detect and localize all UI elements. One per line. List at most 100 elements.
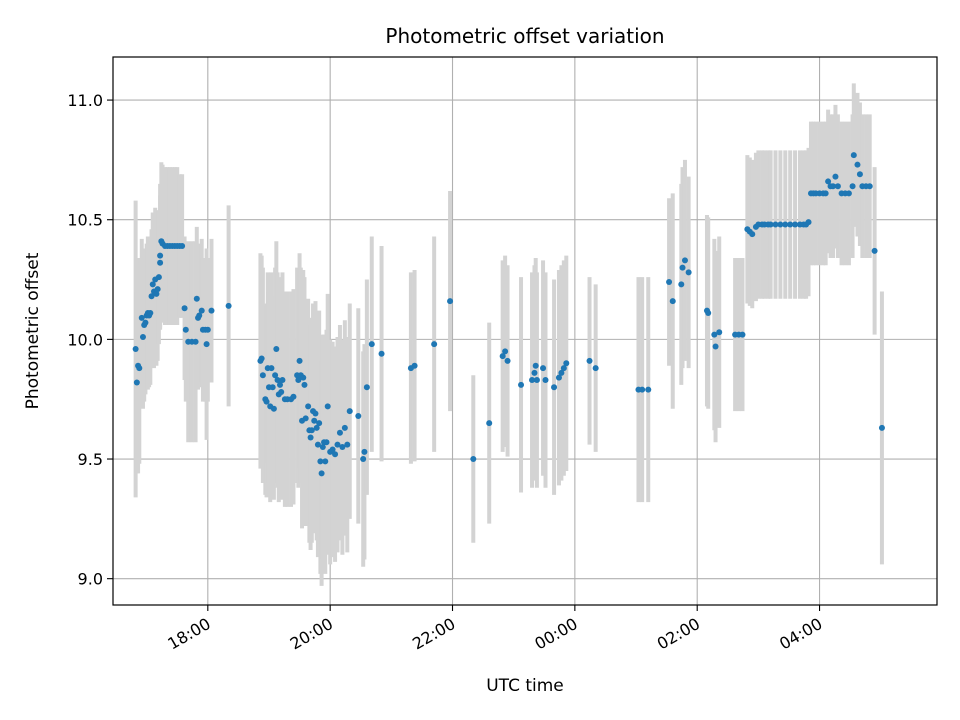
data-point: [269, 384, 276, 391]
data-point: [329, 446, 336, 453]
data-point: [540, 365, 547, 372]
data-point: [182, 326, 189, 333]
data-point: [273, 345, 280, 352]
data-point: [308, 427, 315, 434]
data-point: [139, 333, 146, 340]
data-point: [542, 377, 549, 384]
data-point: [712, 343, 719, 350]
data-point: [225, 302, 232, 309]
data-point: [361, 448, 368, 455]
data-point: [871, 247, 878, 254]
data-point: [259, 372, 266, 379]
chart-title: Photometric offset variation: [385, 24, 664, 48]
data-point: [502, 348, 509, 355]
data-point: [470, 456, 477, 463]
data-point: [311, 417, 318, 424]
data-point: [154, 286, 161, 293]
data-point: [360, 456, 367, 463]
data-point: [822, 190, 829, 197]
data-point: [866, 183, 873, 190]
data-point: [830, 183, 837, 190]
data-point: [332, 451, 339, 458]
data-point: [834, 183, 841, 190]
data-point: [339, 444, 346, 451]
data-point: [681, 257, 688, 264]
data-point: [324, 403, 331, 410]
data-point: [341, 424, 348, 431]
data-point: [258, 355, 265, 362]
data-point: [792, 221, 799, 228]
data-point: [307, 434, 314, 441]
data-point: [270, 405, 277, 412]
data-point: [639, 386, 646, 393]
plot-area-frame: [112, 56, 938, 606]
data-point: [272, 372, 279, 379]
data-point: [318, 470, 325, 477]
data-point: [279, 377, 286, 384]
data-point: [300, 374, 307, 381]
data-point: [850, 152, 857, 159]
data-point: [716, 329, 723, 336]
data-point: [278, 389, 285, 396]
y-axis-title: Photometric offset: [23, 252, 43, 409]
data-point: [316, 420, 323, 427]
data-point: [138, 314, 145, 321]
data-point: [586, 357, 593, 364]
data-point: [832, 173, 839, 180]
data-point: [504, 357, 511, 364]
data-point: [825, 178, 832, 185]
data-point: [133, 379, 140, 386]
data-point: [344, 441, 351, 448]
data-point: [856, 171, 863, 178]
data-point: [346, 408, 353, 415]
data-point: [669, 298, 676, 305]
data-point: [355, 412, 362, 419]
data-point: [447, 298, 454, 305]
data-point: [136, 365, 143, 372]
data-point: [142, 319, 149, 326]
data-point: [499, 353, 506, 360]
data-point: [179, 243, 186, 250]
data-point: [878, 424, 885, 431]
data-point: [739, 331, 746, 338]
data-point: [193, 295, 200, 302]
data-point: [486, 420, 493, 427]
data-point: [323, 439, 330, 446]
data-point: [592, 365, 599, 372]
data-point: [198, 307, 205, 314]
data-point: [277, 381, 284, 388]
data-point: [319, 444, 326, 451]
data-point: [558, 369, 565, 376]
data-point: [181, 305, 188, 312]
data-point: [274, 377, 281, 384]
data-point: [782, 221, 789, 228]
data-point: [268, 365, 275, 372]
data-point: [312, 410, 319, 417]
y-tick-label: 10.5: [67, 211, 103, 230]
y-tick-label: 9.5: [78, 450, 103, 469]
data-point: [678, 281, 685, 288]
data-point: [518, 381, 525, 388]
data-point: [645, 386, 652, 393]
data-point: [149, 281, 156, 288]
data-point: [685, 269, 692, 276]
data-point: [363, 384, 370, 391]
data-point: [666, 278, 673, 285]
data-point: [290, 393, 297, 400]
data-point: [302, 415, 309, 422]
data-point: [313, 424, 320, 431]
data-point: [208, 307, 215, 314]
data-point: [845, 190, 852, 197]
data-point: [560, 365, 567, 372]
data-point: [305, 403, 312, 410]
data-point: [204, 326, 211, 333]
data-points: [132, 152, 885, 477]
data-point: [431, 341, 438, 348]
data-point: [777, 221, 784, 228]
data-point: [805, 219, 812, 226]
y-axis-ticks: 9.0 9.5 10.0 10.5 11.0: [67, 91, 113, 589]
data-point: [322, 458, 329, 465]
data-point: [157, 252, 164, 259]
